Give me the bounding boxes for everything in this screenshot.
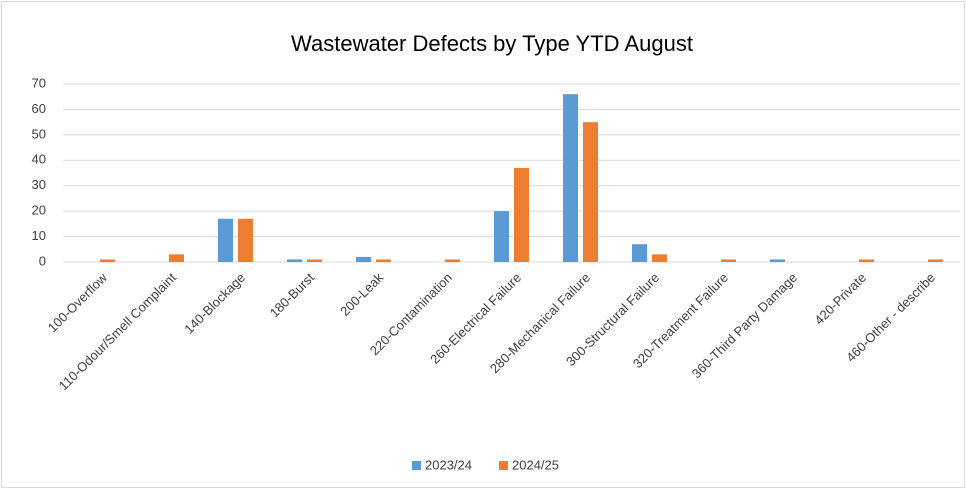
y-tick-label: 40	[32, 152, 46, 167]
bar	[238, 218, 253, 262]
y-tick-label: 20	[32, 203, 46, 218]
bar	[859, 259, 874, 262]
bar	[652, 254, 667, 262]
y-tick-label: 30	[32, 177, 46, 192]
bar	[100, 259, 115, 262]
bar	[563, 94, 578, 263]
bar	[445, 259, 460, 262]
y-tick-label: 70	[32, 75, 46, 90]
chart-title: Wastewater Defects by Type YTD August	[291, 31, 693, 56]
y-tick-label: 50	[32, 126, 46, 141]
bar	[928, 259, 943, 262]
bar	[218, 218, 233, 262]
bar	[721, 259, 736, 262]
bar	[514, 167, 529, 262]
legend-swatch	[499, 461, 508, 470]
y-tick-label: 60	[32, 101, 46, 116]
legend-swatch	[412, 461, 421, 470]
bar	[632, 244, 647, 262]
bar	[356, 256, 371, 262]
bar	[169, 254, 184, 262]
bar	[307, 259, 322, 262]
y-tick-label: 10	[32, 228, 46, 243]
legend-label: 2023/24	[425, 457, 472, 472]
bar	[770, 259, 785, 262]
bar	[583, 122, 598, 263]
legend-label: 2024/25	[512, 457, 559, 472]
y-tick-label: 0	[39, 253, 46, 268]
bar	[494, 211, 509, 262]
bar	[376, 259, 391, 262]
bar	[287, 259, 302, 262]
